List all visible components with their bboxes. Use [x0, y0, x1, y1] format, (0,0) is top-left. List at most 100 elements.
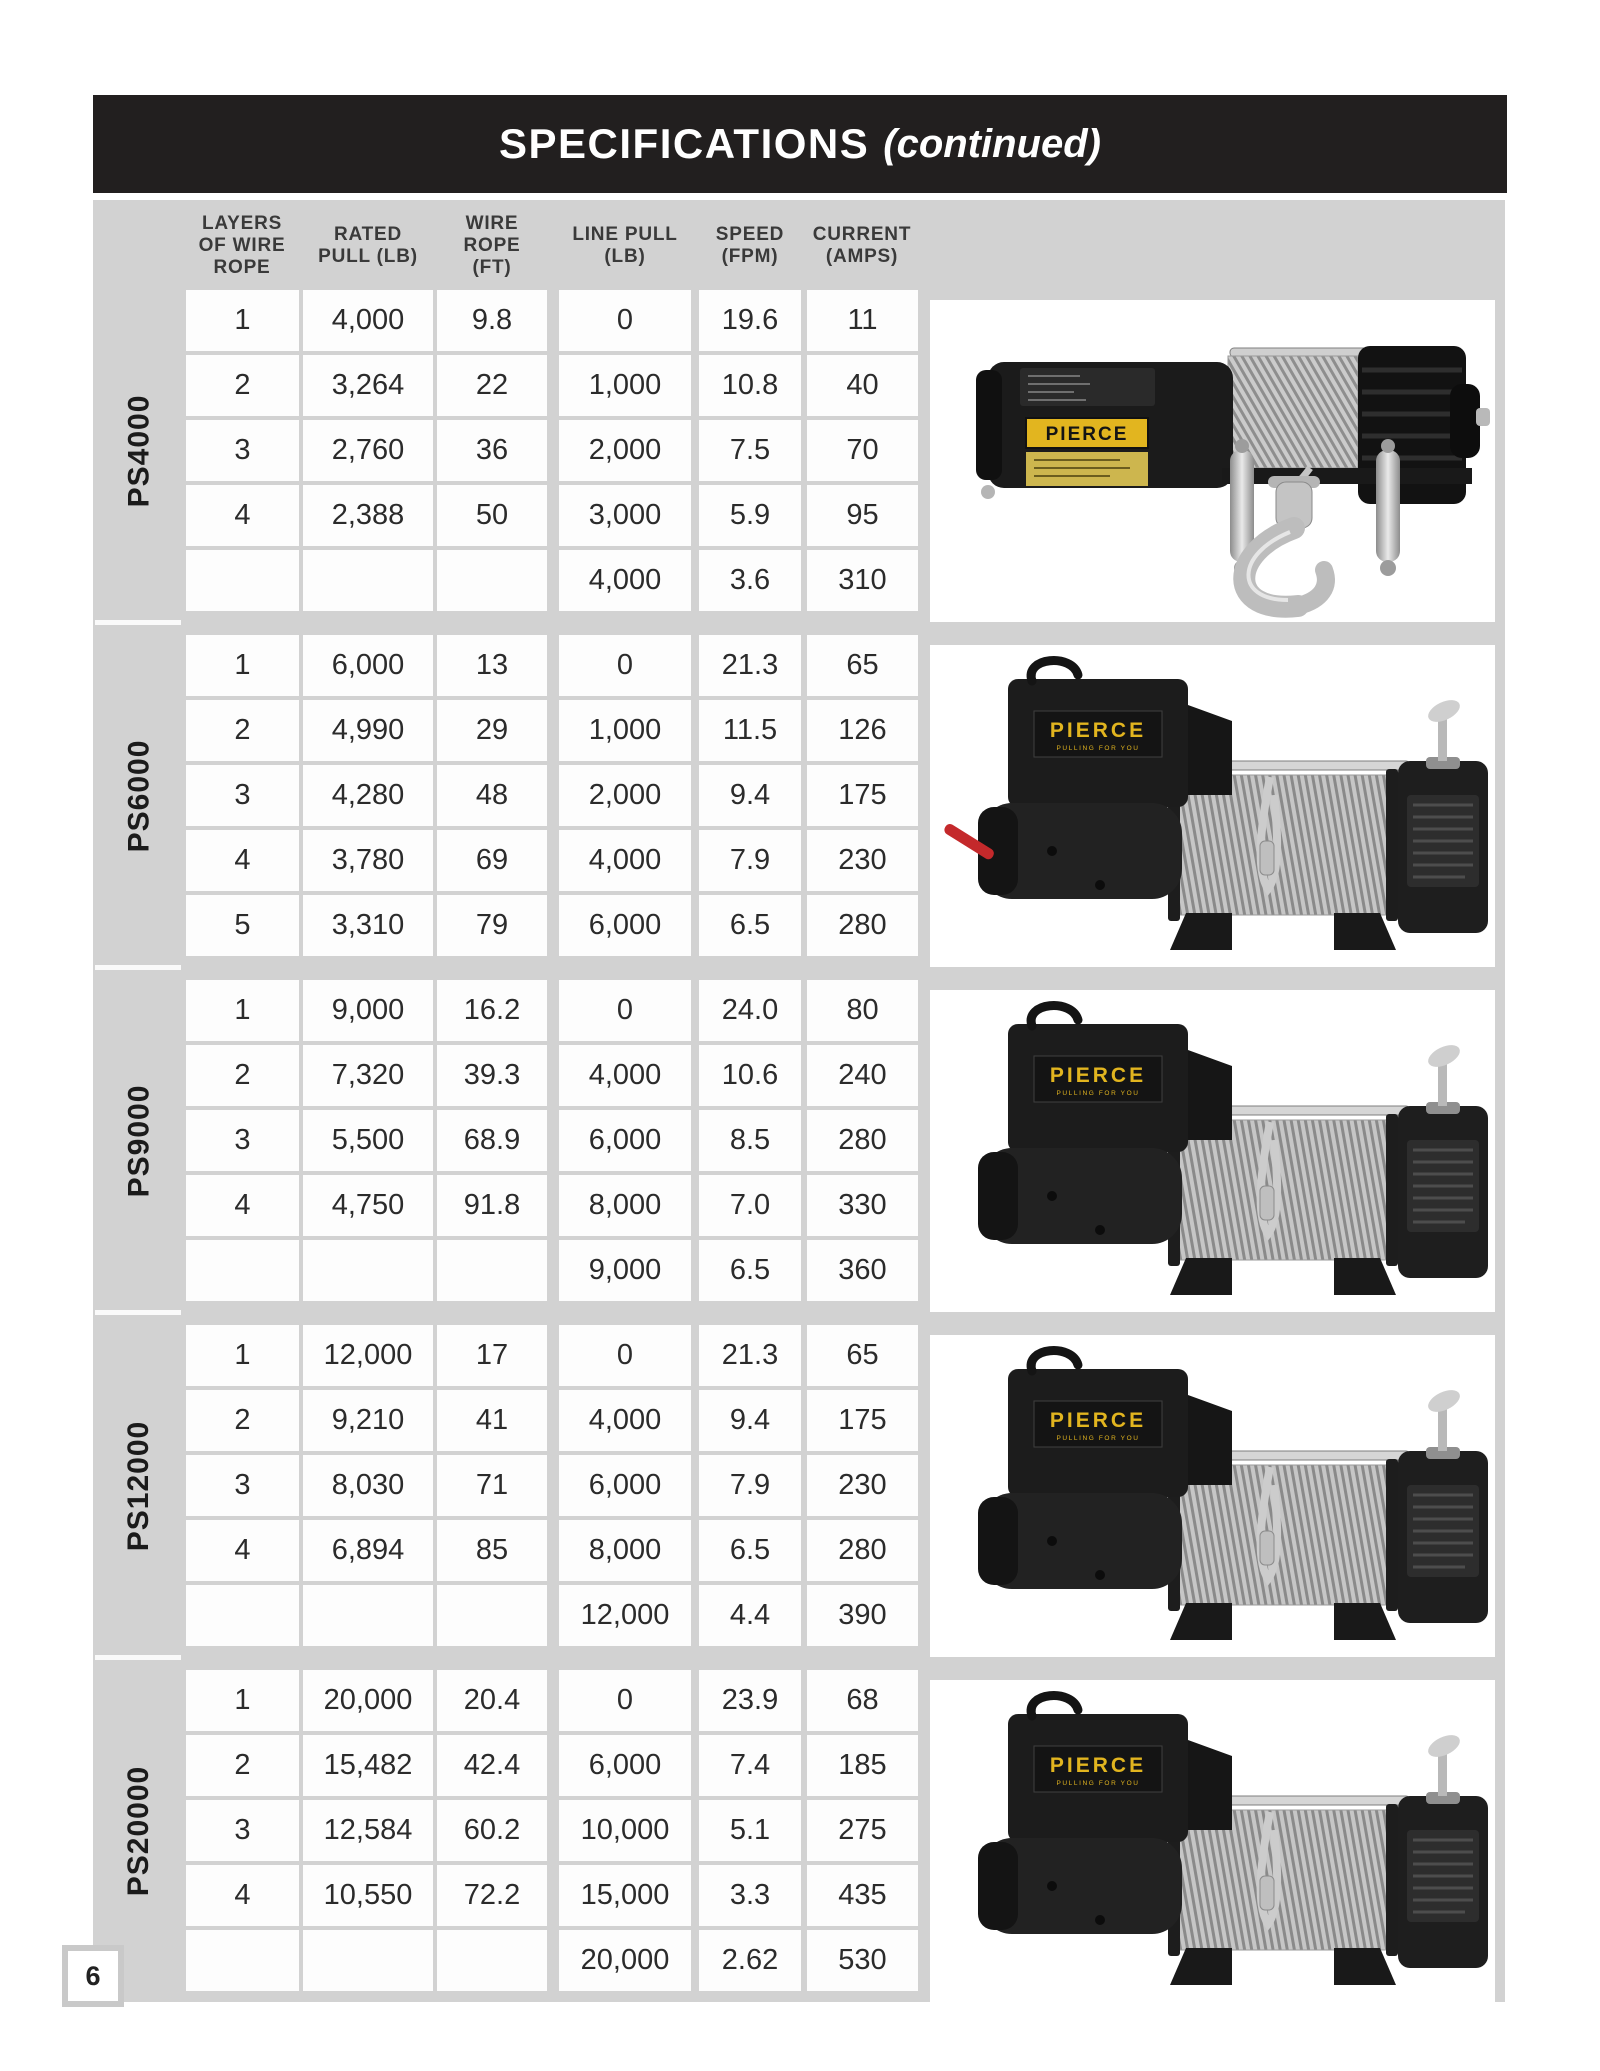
table-cell: 50: [437, 485, 547, 546]
spec-table: LAYERS OF WIRE ROPE RATED PULL (LB) WIRE…: [93, 200, 1505, 2002]
page-title: SPECIFICATIONS: [499, 120, 870, 167]
table-cell: 4,000: [559, 550, 691, 611]
table-cell: 6,000: [559, 1110, 691, 1171]
table-cell: 20,000: [303, 1670, 433, 1731]
table-cell: [186, 1930, 299, 1991]
table-cell: 10.8: [699, 355, 801, 416]
table-cell: 1: [186, 635, 299, 696]
table-cell: [303, 1585, 433, 1646]
page-title-suffix: (continued): [883, 121, 1101, 166]
table-cell: 3.6: [699, 550, 801, 611]
table-cell: 2: [186, 1735, 299, 1796]
table-cell: 6,894: [303, 1520, 433, 1581]
table-cell: 3: [186, 420, 299, 481]
table-cell: 6.5: [699, 895, 801, 956]
table-cell: 4,990: [303, 700, 433, 761]
svg-text:PULLING FOR YOU: PULLING FOR YOU: [1056, 1090, 1139, 1097]
table-cell: 10,000: [559, 1800, 691, 1861]
table-cell: 1: [186, 1670, 299, 1731]
table-cell: [437, 1240, 547, 1301]
table-cell: [303, 550, 433, 611]
table-cell: 390: [807, 1585, 918, 1646]
table-cell: 175: [807, 1390, 918, 1451]
table-cell: 8,030: [303, 1455, 433, 1516]
table-cell: 9,000: [303, 980, 433, 1041]
product-name-label: PS12000: [93, 1325, 186, 1646]
table-cell: 29: [437, 700, 547, 761]
product-section-ps6000: PS6000 1 6,000 13 0 21.3 65 2 4,990 29 1,000 11.5 1…: [93, 635, 1505, 967]
table-cell: 71: [437, 1455, 547, 1516]
table-cell: 3: [186, 1110, 299, 1171]
table-cell: 280: [807, 1520, 918, 1581]
table-cell: 175: [807, 765, 918, 826]
table-cell: 4,000: [559, 1045, 691, 1106]
table-cell: 12,000: [559, 1585, 691, 1646]
product-section-ps4000: PS4000 1 4,000 9.8 0 19.6 11 2 3,264 22 1,000 10.8…: [93, 290, 1505, 622]
table-cell: 330: [807, 1175, 918, 1236]
table-cell: 15,482: [303, 1735, 433, 1796]
product-name-label: PS9000: [93, 980, 186, 1301]
svg-text:PULLING FOR YOU: PULLING FOR YOU: [1056, 745, 1139, 752]
table-cell: 69: [437, 830, 547, 891]
table-cell: 21.3: [699, 1325, 801, 1386]
table-cell: 5.1: [699, 1800, 801, 1861]
product-section-ps9000: PS9000 1 9,000 16.2 0 24.0 80 2 7,320 39.3 4,000 1…: [93, 980, 1505, 1312]
table-cell: 21.3: [699, 635, 801, 696]
table-cell: 185: [807, 1735, 918, 1796]
table-cell: 2,000: [559, 765, 691, 826]
table-cell: 42.4: [437, 1735, 547, 1796]
column-header-wire-rope: WIRE ROPE (FT): [463, 213, 521, 278]
table-cell: 72.2: [437, 1865, 547, 1926]
table-cell: 1: [186, 290, 299, 351]
table-cell: 3,780: [303, 830, 433, 891]
table-cell: 48: [437, 765, 547, 826]
product-section-ps20000: PS20000 1 20,000 20.4 0 23.9 68 2 15,482 42.4 6,0…: [93, 1670, 1505, 2002]
table-cell: 530: [807, 1930, 918, 1991]
table-cell: 1,000: [559, 355, 691, 416]
table-cell: 40: [807, 355, 918, 416]
table-cell: 16.2: [437, 980, 547, 1041]
table-cell: 12,000: [303, 1325, 433, 1386]
table-cell: 79: [437, 895, 547, 956]
product-name: PS9000: [122, 1084, 156, 1197]
table-cell: 9,000: [559, 1240, 691, 1301]
svg-text:PULLING FOR YOU: PULLING FOR YOU: [1056, 1780, 1139, 1787]
section-divider: [95, 1655, 181, 1660]
table-cell: 2,760: [303, 420, 433, 481]
product-name-label: PS4000: [93, 290, 186, 611]
table-cell: 24.0: [699, 980, 801, 1041]
table-cell: 2,000: [559, 420, 691, 481]
table-cell: 4.4: [699, 1585, 801, 1646]
svg-text:PIERCE: PIERCE: [1050, 1064, 1146, 1087]
table-cell: 7.4: [699, 1735, 801, 1796]
table-cell: 6,000: [559, 1735, 691, 1796]
table-cell: 3: [186, 1800, 299, 1861]
column-header-line-pull: LINE PULL (LB): [572, 224, 678, 267]
table-cell: 85: [437, 1520, 547, 1581]
table-cell: 7.0: [699, 1175, 801, 1236]
table-cell: 0: [559, 1325, 691, 1386]
table-cell: 6.5: [699, 1520, 801, 1581]
product-name-label: PS6000: [93, 635, 186, 956]
product-name: PS4000: [122, 394, 156, 507]
table-cell: [437, 1585, 547, 1646]
table-cell: 91.8: [437, 1175, 547, 1236]
table-cell: 0: [559, 980, 691, 1041]
table-cell: 2: [186, 1045, 299, 1106]
table-cell: 8,000: [559, 1175, 691, 1236]
table-cell: 2,388: [303, 485, 433, 546]
table-cell: 8.5: [699, 1110, 801, 1171]
table-cell: [303, 1930, 433, 1991]
table-cell: 280: [807, 1110, 918, 1171]
table-cell: 6,000: [559, 895, 691, 956]
table-cell: 70: [807, 420, 918, 481]
table-cell: 9,210: [303, 1390, 433, 1451]
table-cell: 360: [807, 1240, 918, 1301]
table-cell: 3,310: [303, 895, 433, 956]
column-header-layers: LAYERS OF WIRE ROPE: [198, 213, 286, 278]
table-cell: 1,000: [559, 700, 691, 761]
table-cell: [303, 1240, 433, 1301]
page-number-value: 6: [85, 1960, 101, 1991]
table-cell: 68: [807, 1670, 918, 1731]
